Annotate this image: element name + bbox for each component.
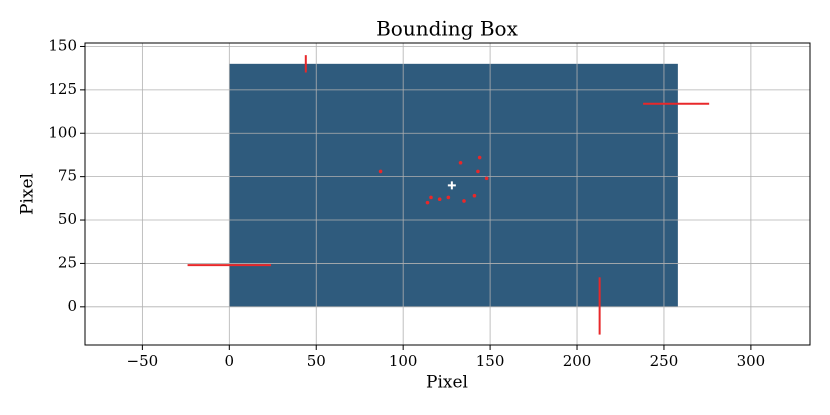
point bbox=[484, 176, 489, 181]
y-tick-label: 100 bbox=[48, 123, 77, 141]
x-tick-label: −50 bbox=[127, 352, 159, 370]
y-tick-label: 25 bbox=[58, 253, 77, 271]
plot-frame bbox=[84, 42, 811, 346]
point bbox=[458, 160, 463, 165]
x-tick-label: 0 bbox=[225, 352, 235, 370]
point bbox=[472, 193, 477, 198]
x-tick-label: 150 bbox=[476, 352, 505, 370]
point bbox=[476, 169, 480, 174]
chart-title: Bounding Box bbox=[376, 17, 518, 41]
x-axis-label: Pixel bbox=[426, 373, 468, 393]
center-marker bbox=[447, 181, 456, 190]
y-tick-label: 75 bbox=[58, 167, 77, 185]
y-tick-label: 125 bbox=[48, 80, 77, 98]
x-tick-label: 200 bbox=[563, 352, 592, 370]
y-tick-label: 150 bbox=[48, 36, 77, 54]
point bbox=[446, 195, 451, 200]
point bbox=[425, 200, 430, 205]
point bbox=[429, 195, 433, 200]
point bbox=[437, 197, 442, 202]
point bbox=[378, 169, 383, 174]
x-tick-label: 300 bbox=[737, 352, 766, 370]
x-tick-label: 50 bbox=[307, 352, 326, 370]
point bbox=[477, 155, 482, 160]
x-tick-label: 100 bbox=[389, 352, 418, 370]
y-tick-label: 0 bbox=[67, 297, 77, 315]
point bbox=[462, 199, 466, 203]
y-tick-label: 50 bbox=[58, 210, 77, 228]
y-axis-label: Pixel bbox=[18, 173, 38, 215]
x-tick-label: 250 bbox=[650, 352, 679, 370]
